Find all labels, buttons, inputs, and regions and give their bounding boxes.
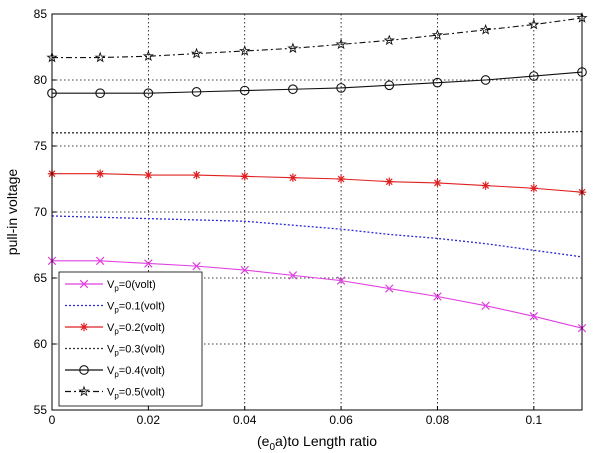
data-point-marker: [191, 87, 202, 97]
x-tick-label: 0: [49, 413, 56, 427]
data-point-marker: [143, 88, 154, 99]
y-tick-label: 85: [34, 7, 48, 21]
data-point-marker: [144, 170, 153, 180]
data-point-marker: [240, 265, 249, 275]
data-point-marker: [431, 29, 444, 40]
legend-item-5: Vp=0.5(volt): [65, 385, 165, 401]
legend-item-2: Vp=0.2(volt): [65, 322, 165, 336]
legend-item-0: Vp=0(volt): [65, 279, 156, 293]
x-tick-label: 0.1: [525, 413, 542, 427]
y-tick-label: 75: [34, 139, 48, 153]
y-tick-label: 60: [34, 337, 48, 351]
data-point-marker: [385, 284, 394, 293]
y-tick-label: 70: [34, 205, 48, 219]
legend-marker: [79, 322, 89, 332]
legend-label: Vp=0.2(volt): [107, 322, 165, 336]
legend-label: Vp=0.3(volt): [107, 344, 165, 358]
x-tick-label: 0.06: [329, 413, 353, 427]
y-axis-label: pull-in voltage: [4, 169, 20, 256]
legend: Vp=0(volt) Vp=0.1(volt) Vp=0.2(volt) Vp=0.3…: [58, 271, 203, 407]
series-3: [52, 130, 583, 134]
y-tick-label: 55: [34, 403, 48, 417]
data-point-marker: [240, 172, 249, 181]
data-point-marker: [239, 45, 251, 56]
data-point-marker: [529, 312, 539, 321]
data-point-marker: [95, 256, 105, 266]
x-axis-ticks: 0 0.02 0.04 0.06 0.08 0.1: [49, 406, 542, 427]
legend-marker: [79, 279, 89, 289]
data-point-marker: [239, 85, 250, 96]
data-point-marker: [481, 181, 490, 190]
data-point-marker: [481, 301, 490, 310]
legend-item-1: Vp=0.1(volt): [65, 301, 165, 315]
series-1: [51, 215, 583, 258]
series-5: [46, 12, 588, 63]
legend-marker: [78, 385, 90, 397]
y-tick-label: 65: [34, 271, 48, 285]
legend-label: Vp=0(volt): [107, 279, 156, 293]
data-point-marker: [192, 261, 201, 271]
data-point-marker: [95, 88, 106, 99]
data-point-marker: [384, 80, 395, 91]
data-point-marker: [336, 276, 346, 285]
data-point-marker: [385, 177, 394, 186]
y-axis-ticks: 55 60 65 70 75 80 85: [34, 7, 56, 417]
series-line: [52, 17, 583, 59]
legend-marker: [79, 365, 89, 375]
legend-label: Vp=0.4(volt): [107, 365, 165, 379]
data-point-marker: [95, 169, 105, 178]
x-tick-label: 0.04: [233, 413, 257, 427]
data-point-marker: [190, 47, 203, 59]
data-point-marker: [142, 50, 154, 62]
data-point-marker: [529, 184, 539, 193]
data-point-marker: [383, 34, 395, 46]
series-line: [51, 215, 583, 258]
x-axis-label: (e0a)to Length ratio: [257, 433, 377, 453]
x-tick-label: 0.02: [137, 413, 161, 427]
legend-label: Vp=0.5(volt): [107, 387, 165, 401]
legend-box: [58, 271, 203, 407]
data-point-marker: [288, 84, 298, 95]
data-point-marker: [336, 83, 346, 93]
data-point-marker: [192, 170, 201, 180]
data-point-marker: [287, 42, 299, 54]
data-point-marker: [432, 77, 443, 88]
series-0: [47, 256, 587, 333]
data-point-marker: [336, 174, 346, 184]
data-point-marker: [288, 173, 298, 182]
series-line: [52, 260, 583, 329]
data-point-marker: [288, 271, 298, 280]
data-point-marker: [480, 75, 491, 85]
series-layer: [46, 12, 588, 333]
series-line: [52, 71, 583, 94]
legend-label: Vp=0.1(volt): [107, 301, 165, 315]
data-point-marker: [433, 178, 442, 188]
series-4: [47, 67, 587, 99]
data-point-marker: [528, 71, 539, 81]
x-tick-label: 0.08: [426, 413, 450, 427]
series-line: [52, 173, 583, 193]
data-point-marker: [480, 23, 492, 35]
y-tick-label: 80: [34, 73, 48, 87]
legend-item-4: Vp=0.4(volt): [65, 365, 165, 379]
data-point-marker: [433, 292, 442, 301]
legend-item-3: Vp=0.3(volt): [65, 344, 165, 358]
data-point-marker: [144, 259, 153, 268]
data-point-marker: [94, 51, 106, 63]
data-point-marker: [335, 38, 347, 50]
series-line: [52, 130, 583, 134]
data-point-marker: [528, 18, 540, 30]
